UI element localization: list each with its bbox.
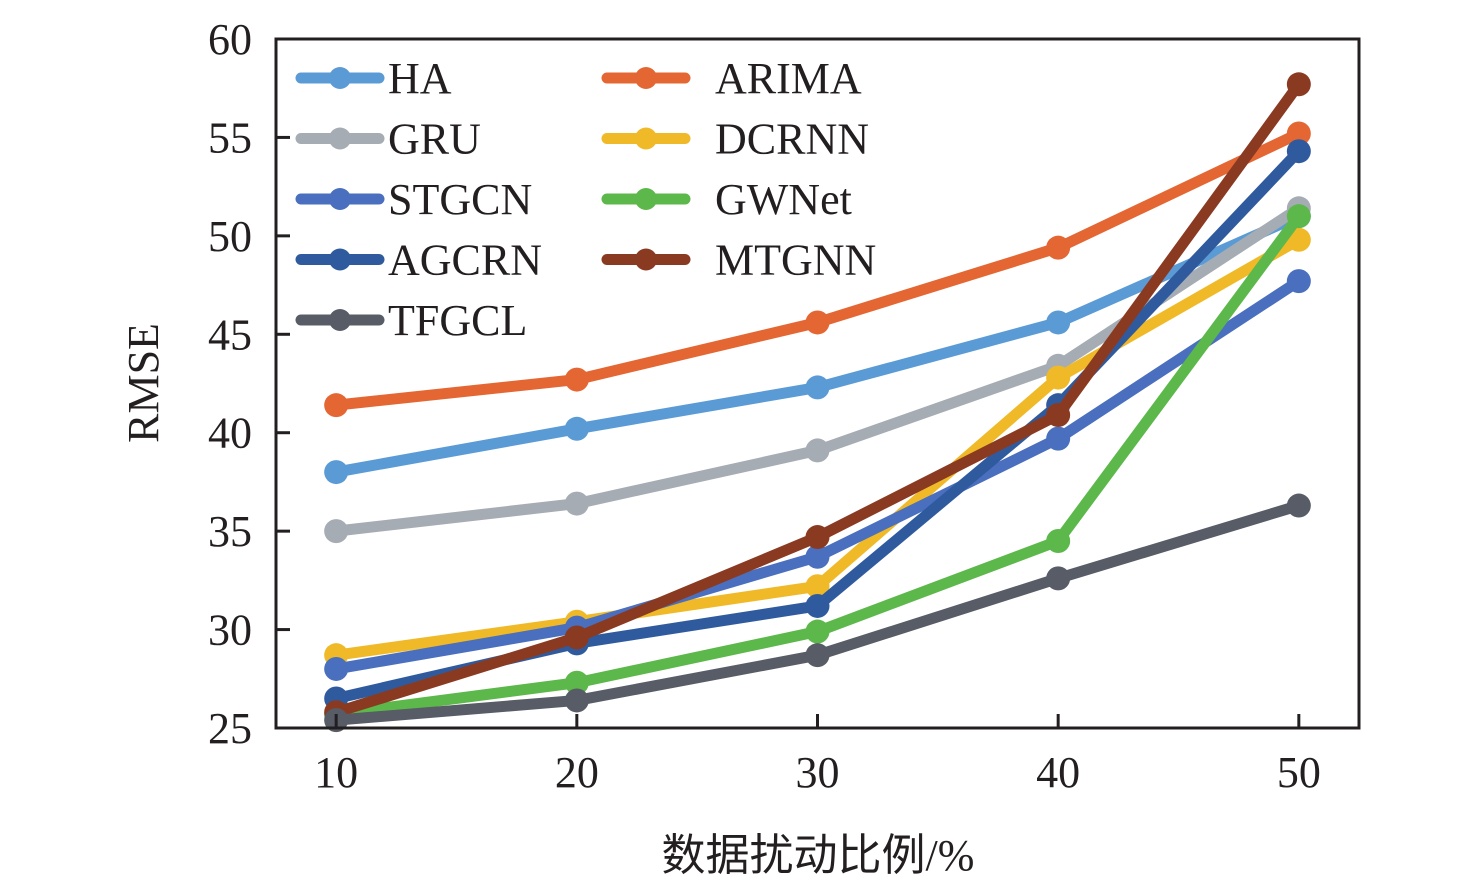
data-point-stgcn bbox=[805, 544, 830, 569]
legend-marker-icon bbox=[329, 248, 351, 271]
legend-item-dcrnn: DCRNN bbox=[601, 115, 869, 164]
y-tick-label: 60 bbox=[208, 15, 252, 64]
data-point-dcrnn bbox=[805, 574, 830, 599]
legend-label: TFGCL bbox=[388, 296, 527, 345]
data-point-arima bbox=[564, 367, 589, 392]
legend-marker-icon bbox=[635, 248, 657, 271]
x-tick-label: 50 bbox=[1277, 748, 1321, 797]
legend-label: MTGNN bbox=[715, 236, 876, 285]
legend-marker-icon bbox=[329, 188, 351, 210]
y-axis-title: RMSE bbox=[119, 323, 168, 443]
x-axis: 10 20 30 40 50 bbox=[314, 714, 1321, 797]
y-tick-label: 40 bbox=[208, 409, 252, 458]
data-point-mtgnn bbox=[564, 625, 589, 650]
data-point-stgcn bbox=[1286, 269, 1311, 294]
legend: HA ARIMA GRU DCRNN STGCN GWNet AGCRN MTGNN TFGCL bbox=[295, 54, 876, 345]
data-point-mtgnn bbox=[805, 525, 830, 550]
data-point-mtgnn bbox=[1286, 72, 1311, 97]
x-tick-label: 10 bbox=[314, 748, 358, 797]
legend-marker-icon bbox=[329, 309, 351, 331]
y-axis: 25 30 35 40 45 50 55 60 bbox=[208, 15, 290, 753]
data-point-gru bbox=[564, 491, 589, 516]
data-point-arima bbox=[1046, 235, 1071, 260]
y-tick-label: 50 bbox=[208, 212, 252, 261]
legend-marker-icon bbox=[635, 67, 657, 89]
data-point-gwnet bbox=[1046, 528, 1071, 553]
data-point-stgcn bbox=[1046, 426, 1071, 451]
y-tick-label: 30 bbox=[208, 606, 252, 655]
data-point-stgcn bbox=[324, 656, 349, 681]
y-tick-label: 55 bbox=[208, 113, 252, 162]
legend-item-tfgcl: TFGCL bbox=[295, 296, 527, 345]
data-point-gru bbox=[324, 519, 349, 544]
legend-item-stgcn: STGCN bbox=[295, 175, 532, 224]
data-point-ha bbox=[324, 460, 349, 485]
legend-item-arima: ARIMA bbox=[601, 54, 862, 103]
series-tfgcl bbox=[324, 493, 1311, 733]
y-tick-label: 45 bbox=[208, 310, 252, 359]
legend-marker-icon bbox=[635, 127, 657, 150]
data-point-gwnet bbox=[1286, 204, 1311, 229]
legend-label: HA bbox=[388, 54, 452, 103]
legend-marker-icon bbox=[329, 67, 351, 89]
data-point-mtgnn bbox=[1046, 402, 1071, 427]
data-point-agcrn bbox=[1286, 139, 1311, 164]
data-point-tfgcl bbox=[805, 643, 830, 668]
legend-label: GWNet bbox=[715, 175, 852, 224]
data-point-tfgcl bbox=[564, 688, 589, 713]
series-gwnet bbox=[324, 204, 1311, 727]
data-point-agcrn bbox=[805, 593, 830, 618]
series-arima bbox=[324, 121, 1311, 418]
data-point-dcrnn bbox=[1046, 365, 1071, 390]
legend-label: STGCN bbox=[388, 175, 532, 224]
legend-marker-icon bbox=[635, 188, 657, 210]
data-point-arima bbox=[805, 310, 830, 335]
data-point-ha bbox=[1046, 310, 1071, 335]
data-point-ha bbox=[564, 416, 589, 441]
data-point-gwnet bbox=[564, 670, 589, 695]
y-tick-label: 25 bbox=[208, 704, 252, 753]
data-point-gwnet bbox=[805, 619, 830, 644]
data-point-dcrnn bbox=[1286, 227, 1311, 252]
legend-item-ha: HA bbox=[295, 54, 452, 103]
legend-item-gru: GRU bbox=[295, 115, 481, 164]
legend-label: AGCRN bbox=[388, 236, 542, 285]
legend-label: DCRNN bbox=[715, 115, 869, 164]
legend-item-agcrn: AGCRN bbox=[295, 236, 542, 285]
x-tick-label: 20 bbox=[555, 748, 599, 797]
legend-label: ARIMA bbox=[715, 54, 862, 103]
x-axis-title: 数据扰动比例/% bbox=[662, 831, 975, 880]
legend-label: GRU bbox=[388, 115, 481, 164]
data-point-arima bbox=[1286, 121, 1311, 146]
data-point-tfgcl bbox=[1286, 493, 1311, 518]
legend-item-mtgnn: MTGNN bbox=[601, 236, 876, 285]
y-tick-label: 35 bbox=[208, 507, 252, 556]
data-point-gru bbox=[805, 438, 830, 463]
x-tick-label: 30 bbox=[796, 748, 840, 797]
series-layer bbox=[324, 72, 1311, 733]
legend-item-gwnet: GWNet bbox=[601, 175, 852, 224]
x-tick-label: 40 bbox=[1036, 748, 1080, 797]
legend-marker-icon bbox=[329, 127, 351, 150]
data-point-ha bbox=[805, 375, 830, 400]
data-point-tfgcl bbox=[1046, 566, 1071, 591]
series-mtgnn bbox=[324, 72, 1311, 725]
data-point-arima bbox=[324, 393, 349, 418]
